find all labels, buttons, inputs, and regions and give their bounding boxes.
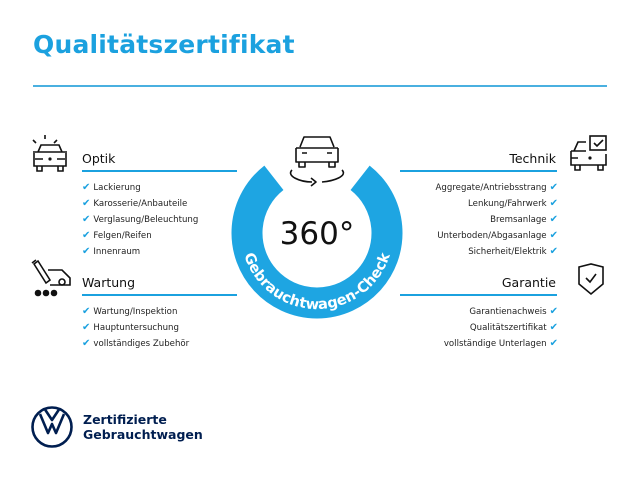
list-item-label: Sicherheit/Elektrik [468,247,547,257]
page-title: Qualitätszertifikat [33,30,295,59]
car-lights-icon [32,135,67,172]
optik-list: ✔ Lackierung ✔ Karosserie/Anbauteile ✔ Verg… [82,180,198,260]
technik-divider [400,170,557,172]
list-item: ✔ Wartung/Inspektion [82,304,189,320]
list-item: ✔ Lackierung [82,180,198,196]
wartung-divider [82,294,237,296]
list-item: ✔ Felgen/Reifen [82,228,198,244]
title-divider [33,85,607,87]
check-icon: ✔ [549,306,558,317]
check-icon: ✔ [549,246,558,257]
check-icon: ✔ [82,338,91,349]
list-item-label: Felgen/Reifen [93,231,152,241]
list-item: Qualitätszertifikat ✔ [444,320,558,336]
check-icon: ✔ [82,198,91,209]
list-item-label: Unterboden/Abgasanlage [437,231,547,241]
check-icon: ✔ [549,182,558,193]
check-icon: ✔ [82,246,91,257]
list-item: vollständige Unterlagen ✔ [444,336,558,352]
list-item-label: Garantienachweis [469,307,547,317]
shield-check-icon [578,263,604,296]
check-icon: ✔ [82,322,91,333]
list-item: Lenkung/Fahrwerk ✔ [436,196,558,212]
list-item: Sicherheit/Elektrik ✔ [436,244,558,260]
technik-heading: Technik [509,151,556,166]
list-item: Garantienachweis ✔ [444,304,558,320]
check-icon: ✔ [82,182,91,193]
list-item-label: vollständiges Zubehör [93,339,190,349]
vw-logo [31,406,73,448]
list-item: ✔ Karosserie/Anbauteile [82,196,198,212]
list-item-label: Innenraum [93,247,141,257]
check-icon: ✔ [549,198,558,209]
service-wrench-icon [31,259,71,297]
car-rotate-icon [289,136,345,187]
footer-line2: Gebrauchtwagen [83,427,203,442]
list-item-label: Karosserie/Anbauteile [93,199,188,209]
list-item-label: Bremsanlage [490,215,547,225]
list-item: Bremsanlage ✔ [436,212,558,228]
check-icon: ✔ [82,306,91,317]
wartung-heading: Wartung [82,275,136,290]
list-item-label: Qualitätszertifikat [469,323,547,333]
list-item: ✔ vollständiges Zubehör [82,336,189,352]
garantie-list: Garantienachweis ✔ Qualitätszertifikat ✔ v… [444,304,558,352]
footer-line1: Zertifizierte [83,412,167,427]
garantie-heading: Garantie [501,275,556,290]
check-icon: ✔ [82,214,91,225]
footer-brand-text: Zertifizierte Gebrauchtwagen [83,412,203,442]
list-item: Aggregate/Antriebsstrang ✔ [436,180,558,196]
technik-list: Aggregate/Antriebsstrang ✔ Lenkung/Fahrwe… [436,180,558,260]
ring-arc [231,165,403,319]
list-item-label: Wartung/Inspektion [93,307,178,317]
list-item: ✔ Innenraum [82,244,198,260]
list-item: Unterboden/Abgasanlage ✔ [436,228,558,244]
check-icon: ✔ [549,322,558,333]
optik-heading: Optik [82,151,116,166]
garantie-divider [400,294,557,296]
list-item-label: Lenkung/Fahrwerk [468,199,547,209]
check-icon: ✔ [549,230,558,241]
wartung-list: ✔ Wartung/Inspektion ✔ Hauptuntersuchung ✔… [82,304,189,352]
list-item-label: Verglasung/Beleuchtung [93,215,199,225]
check-icon: ✔ [549,214,558,225]
list-item: ✔ Hauptuntersuchung [82,320,189,336]
list-item-label: Aggregate/Antriebsstrang [435,183,547,193]
360-label: 360° [280,216,355,252]
check-icon: ✔ [549,338,558,349]
list-item-label: Lackierung [93,183,141,193]
list-item-label: Hauptuntersuchung [93,323,179,333]
list-item: ✔ Verglasung/Beleuchtung [82,212,198,228]
car-checkbox-icon [570,135,607,171]
check-icon: ✔ [82,230,91,241]
optik-divider [82,170,237,172]
list-item-label: vollständige Unterlagen [443,339,547,349]
